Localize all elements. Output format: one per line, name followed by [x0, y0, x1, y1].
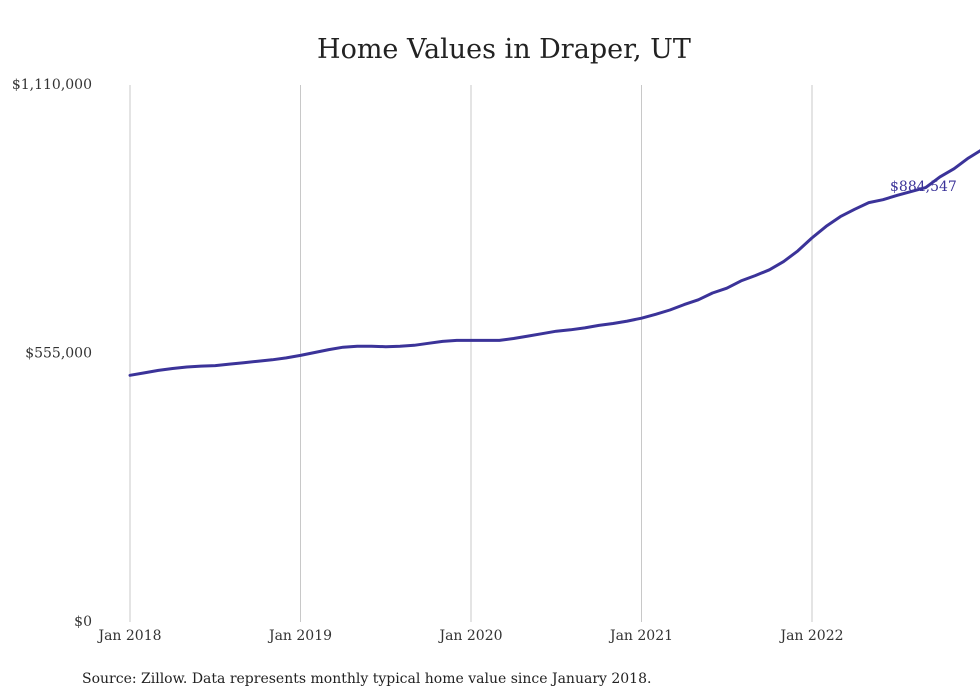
series-layer	[128, 149, 980, 377]
y-tick-label: $0	[74, 614, 92, 630]
x-tick-label: Jan 2019	[267, 628, 332, 644]
x-tick-label: Jan 2021	[608, 628, 673, 644]
end-value-label: $884,547	[890, 179, 957, 195]
chart-title: Home Values in Draper, UT	[317, 34, 691, 65]
vertical-gridlines	[129, 85, 813, 622]
y-axis-tick-labels: $1,110,000 $555,000 $0	[12, 77, 92, 630]
x-tick-label: Jan 2020	[437, 628, 502, 644]
x-tick-label: Jan 2022	[778, 628, 843, 644]
x-axis-tick-labels: Jan 2018 Jan 2019 Jan 2020 Jan 2021 Jan 2022	[96, 628, 843, 644]
x-tick-label: Jan 2018	[96, 628, 161, 644]
y-tick-label: $1,110,000	[12, 77, 92, 93]
series-line	[128, 149, 980, 377]
source-note: Source: Zillow. Data represents monthly …	[82, 671, 651, 687]
y-tick-label: $555,000	[25, 346, 92, 362]
